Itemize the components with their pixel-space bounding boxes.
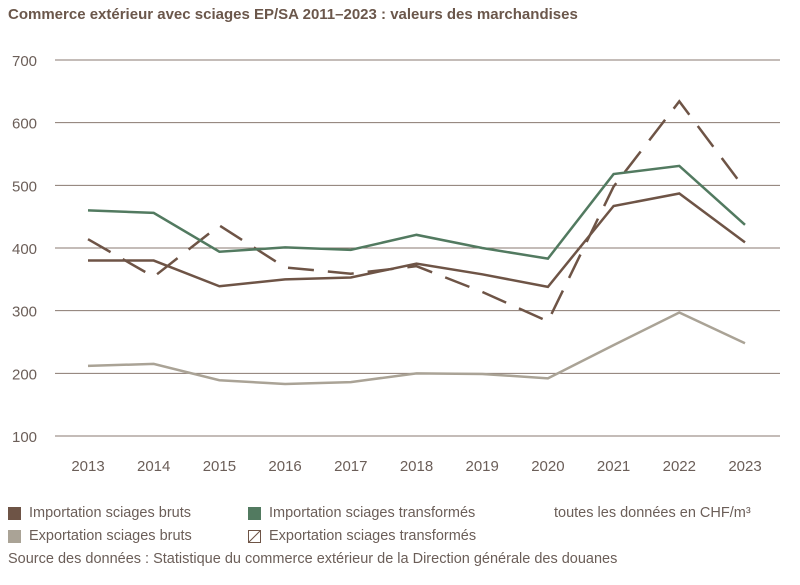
x-tick-label: 2013	[71, 458, 104, 475]
series-line-1	[87, 164, 746, 261]
legend-item-export-transformes: Exportation sciages transformés	[248, 528, 476, 544]
legend-item-import-bruts: Importation sciages bruts	[8, 505, 191, 521]
source-note: Source des données : Statistique du comm…	[8, 551, 618, 567]
units-note: toutes les données en CHF/m³	[554, 505, 751, 521]
chart-title: Commerce extérieur avec sciages EP/SA 20…	[8, 6, 578, 23]
legend-swatch	[248, 506, 261, 520]
legend-label: Exportation sciages bruts	[29, 528, 192, 544]
y-tick-label: 100	[12, 429, 37, 446]
series-line-2	[87, 311, 746, 386]
legend-label: Exportation sciages transformés	[269, 528, 477, 544]
x-tick-label: 2018	[400, 458, 433, 475]
series-line-3	[87, 99, 747, 323]
y-tick-label: 200	[12, 366, 37, 383]
y-tick-label: 600	[12, 116, 37, 133]
x-tick-label: 2014	[137, 458, 170, 475]
series-line-0	[88, 192, 746, 289]
x-tick-label: 2021	[597, 458, 630, 475]
y-tick-label: 500	[12, 178, 37, 195]
legend-swatch	[8, 529, 21, 543]
x-tick-label: 2017	[334, 458, 367, 475]
y-tick-label: 300	[12, 304, 37, 321]
line-chart: 100 200 300 400 500 600 700 2013 2014 2015 2016 201…	[12, 53, 780, 475]
x-tick-label: 2020	[531, 458, 564, 475]
x-tick-label: 2016	[268, 458, 301, 475]
legend-label: Importation sciages transformés	[269, 505, 476, 521]
x-tick-label: 2022	[663, 458, 696, 475]
x-tick-label: 2015	[203, 458, 236, 475]
x-tick-label: 2019	[466, 458, 499, 475]
legend-swatch-dashed	[248, 529, 261, 543]
legend-label: Importation sciages bruts	[29, 505, 191, 521]
x-tick-label: 2023	[728, 458, 761, 475]
legend-item-export-bruts: Exportation sciages bruts	[8, 528, 192, 544]
y-tick-label: 700	[12, 53, 37, 70]
legend-swatch	[8, 506, 21, 520]
y-tick-label: 400	[12, 241, 37, 258]
legend-item-import-transformes: Importation sciages transformés	[248, 505, 475, 521]
